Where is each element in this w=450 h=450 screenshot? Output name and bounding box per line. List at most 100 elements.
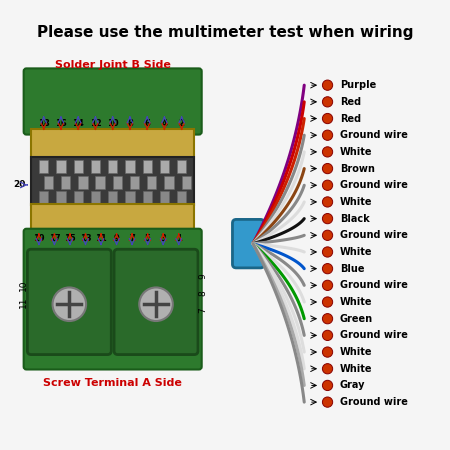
Text: 7: 7 [129, 234, 135, 243]
Circle shape [322, 97, 333, 107]
Text: 1: 1 [176, 234, 182, 243]
Circle shape [322, 297, 333, 307]
Text: 5: 5 [145, 234, 151, 243]
Bar [125, 191, 135, 203]
Text: 18: 18 [38, 119, 50, 128]
FancyBboxPatch shape [27, 249, 111, 355]
Text: Red: Red [340, 97, 361, 107]
Text: Ground wire: Ground wire [340, 180, 408, 190]
Bar [112, 176, 122, 189]
Circle shape [322, 213, 333, 224]
Text: Red: Red [340, 113, 361, 124]
FancyBboxPatch shape [233, 220, 264, 268]
Bar [160, 160, 169, 173]
Bar [56, 191, 66, 203]
Circle shape [322, 314, 333, 324]
Text: White: White [340, 247, 372, 257]
FancyBboxPatch shape [31, 203, 194, 234]
Text: 17: 17 [49, 234, 60, 243]
Circle shape [322, 364, 333, 374]
Circle shape [322, 380, 333, 391]
Circle shape [322, 197, 333, 207]
Text: Blue: Blue [340, 264, 364, 274]
Circle shape [322, 247, 333, 257]
Bar [73, 160, 83, 173]
Circle shape [322, 147, 333, 157]
Text: 9: 9 [114, 234, 119, 243]
Text: 9: 9 [198, 274, 207, 279]
Bar [95, 176, 105, 189]
Text: 13: 13 [80, 234, 91, 243]
Text: 14: 14 [72, 119, 84, 128]
Bar [44, 176, 53, 189]
Circle shape [322, 330, 333, 341]
Bar [39, 160, 48, 173]
Bar [143, 191, 152, 203]
FancyBboxPatch shape [31, 129, 194, 159]
Bar [39, 191, 48, 203]
Bar [91, 191, 100, 203]
Circle shape [322, 397, 333, 407]
Circle shape [53, 288, 86, 321]
Text: Black: Black [340, 214, 369, 224]
Bar [56, 160, 66, 173]
Bar [91, 160, 100, 173]
Text: Solder Joint B Side: Solder Joint B Side [55, 60, 171, 70]
Text: 2: 2 [179, 119, 184, 128]
Bar [61, 176, 70, 189]
Text: Purple: Purple [340, 80, 376, 90]
Circle shape [322, 130, 333, 140]
Text: Ground wire: Ground wire [340, 230, 408, 240]
Text: White: White [340, 147, 372, 157]
Circle shape [322, 113, 333, 124]
Text: 10: 10 [107, 119, 118, 128]
Text: Brown: Brown [340, 164, 374, 174]
FancyBboxPatch shape [114, 249, 198, 355]
Text: 11: 11 [95, 234, 107, 243]
Text: 7: 7 [198, 307, 207, 313]
Text: 10: 10 [19, 280, 28, 291]
Text: 8: 8 [127, 119, 133, 128]
FancyBboxPatch shape [24, 68, 202, 135]
Text: 12: 12 [90, 119, 101, 128]
Text: Ground wire: Ground wire [340, 130, 408, 140]
Text: 3: 3 [160, 234, 166, 243]
Bar [177, 160, 186, 173]
Bar [164, 176, 174, 189]
Text: 19: 19 [33, 234, 45, 243]
Text: Gray: Gray [340, 380, 365, 391]
Text: White: White [340, 364, 372, 374]
Bar [160, 191, 169, 203]
Text: Ground wire: Ground wire [340, 280, 408, 290]
Text: White: White [340, 197, 372, 207]
Bar [125, 160, 135, 173]
Bar [147, 176, 157, 189]
FancyBboxPatch shape [24, 229, 202, 369]
Text: White: White [340, 297, 372, 307]
Circle shape [139, 288, 173, 321]
Circle shape [322, 230, 333, 240]
Bar [177, 191, 186, 203]
FancyBboxPatch shape [31, 157, 194, 205]
Bar [108, 160, 117, 173]
Text: 6: 6 [144, 119, 150, 128]
Text: Screw Terminal A Side: Screw Terminal A Side [43, 378, 182, 388]
Circle shape [322, 80, 333, 90]
Bar [182, 176, 191, 189]
Text: White: White [340, 347, 372, 357]
Text: 15: 15 [64, 234, 76, 243]
Text: Ground wire: Ground wire [340, 330, 408, 340]
Circle shape [322, 280, 333, 290]
Text: 4: 4 [162, 119, 167, 128]
Text: Green: Green [340, 314, 373, 324]
Bar [130, 176, 139, 189]
Text: Ground wire: Ground wire [340, 397, 408, 407]
Text: 11: 11 [19, 297, 28, 308]
Text: Please use the multimeter test when wiring: Please use the multimeter test when wiri… [37, 25, 413, 40]
Circle shape [322, 163, 333, 174]
Bar [78, 176, 87, 189]
Text: 16: 16 [55, 119, 67, 128]
Circle shape [322, 264, 333, 274]
Text: 20: 20 [14, 180, 26, 189]
Text: 8: 8 [198, 290, 207, 296]
